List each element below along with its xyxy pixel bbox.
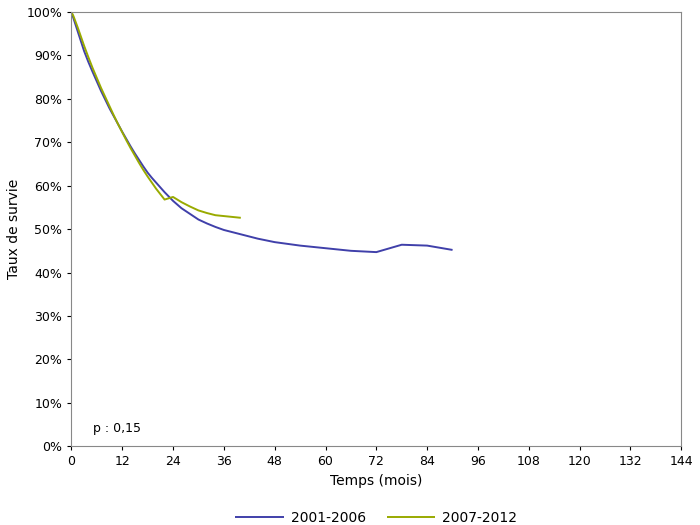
2001-2006 — [80, 48, 88, 54]
2001-2006 — [449, 247, 457, 253]
2001-2006 — [131, 150, 139, 156]
2001-2006 — [144, 170, 152, 176]
2001-2006 — [97, 88, 105, 94]
2001-2006 — [152, 180, 160, 186]
2001-2006 — [114, 121, 122, 127]
2001-2006 — [84, 59, 92, 65]
2007-2012 — [203, 210, 211, 216]
2007-2012 — [76, 30, 84, 37]
2001-2006 — [110, 113, 118, 119]
2007-2012 — [122, 138, 131, 144]
2007-2012 — [84, 54, 92, 60]
2007-2012 — [169, 194, 177, 200]
2007-2012 — [131, 153, 139, 159]
2007-2012 — [152, 185, 160, 192]
2001-2006 — [372, 249, 381, 255]
Text: p : 0,15: p : 0,15 — [92, 423, 141, 435]
2001-2006 — [67, 9, 76, 15]
2001-2006 — [92, 78, 101, 85]
2007-2012 — [69, 13, 78, 19]
Y-axis label: Taux de survie: Taux de survie — [7, 179, 21, 279]
2007-2012 — [71, 19, 80, 25]
2007-2012 — [110, 112, 118, 119]
2001-2006 — [127, 143, 135, 150]
2007-2012 — [220, 213, 228, 219]
2001-2006 — [186, 211, 194, 217]
2001-2006 — [148, 175, 156, 181]
2007-2012 — [127, 145, 135, 152]
2001-2006 — [346, 248, 355, 254]
2007-2012 — [97, 85, 105, 91]
2007-2012 — [92, 75, 101, 81]
2007-2012 — [228, 214, 237, 220]
2001-2006 — [423, 243, 431, 249]
2001-2006 — [105, 105, 113, 111]
2001-2006 — [177, 205, 186, 212]
Legend: 2001-2006, 2007-2012: 2001-2006, 2007-2012 — [230, 505, 523, 525]
Line: 2001-2006: 2001-2006 — [71, 12, 453, 252]
2007-2012 — [118, 129, 127, 135]
2007-2012 — [144, 173, 152, 180]
2001-2006 — [169, 198, 177, 204]
2001-2006 — [321, 245, 330, 251]
2001-2006 — [237, 231, 245, 237]
2001-2006 — [253, 236, 262, 242]
2001-2006 — [135, 157, 143, 163]
2001-2006 — [69, 15, 78, 22]
2007-2012 — [177, 199, 186, 205]
2001-2006 — [195, 216, 203, 223]
2007-2012 — [101, 94, 109, 100]
2001-2006 — [118, 129, 127, 135]
2001-2006 — [160, 189, 169, 195]
2007-2012 — [67, 9, 76, 15]
2001-2006 — [122, 136, 131, 142]
2001-2006 — [88, 69, 97, 75]
2007-2012 — [74, 25, 82, 31]
2001-2006 — [71, 22, 80, 28]
Line: 2007-2012: 2007-2012 — [71, 12, 241, 218]
2001-2006 — [203, 220, 211, 227]
X-axis label: Temps (mois): Temps (mois) — [330, 474, 423, 488]
2001-2006 — [398, 242, 406, 248]
2007-2012 — [105, 103, 113, 109]
2001-2006 — [101, 97, 109, 103]
2001-2006 — [76, 35, 84, 41]
2007-2012 — [114, 121, 122, 127]
2007-2012 — [211, 212, 220, 218]
2007-2012 — [135, 160, 143, 166]
2001-2006 — [139, 163, 148, 170]
2007-2012 — [139, 167, 148, 173]
2007-2012 — [78, 37, 86, 43]
2007-2012 — [186, 203, 194, 209]
2007-2012 — [237, 215, 245, 221]
2007-2012 — [160, 196, 169, 203]
2001-2006 — [220, 227, 228, 233]
2007-2012 — [148, 180, 156, 186]
2007-2012 — [195, 207, 203, 214]
2007-2012 — [80, 43, 88, 49]
2007-2012 — [88, 65, 97, 71]
2001-2006 — [211, 224, 220, 230]
2001-2006 — [78, 41, 86, 48]
2001-2006 — [296, 243, 304, 249]
2001-2006 — [270, 239, 279, 245]
2001-2006 — [74, 28, 82, 35]
